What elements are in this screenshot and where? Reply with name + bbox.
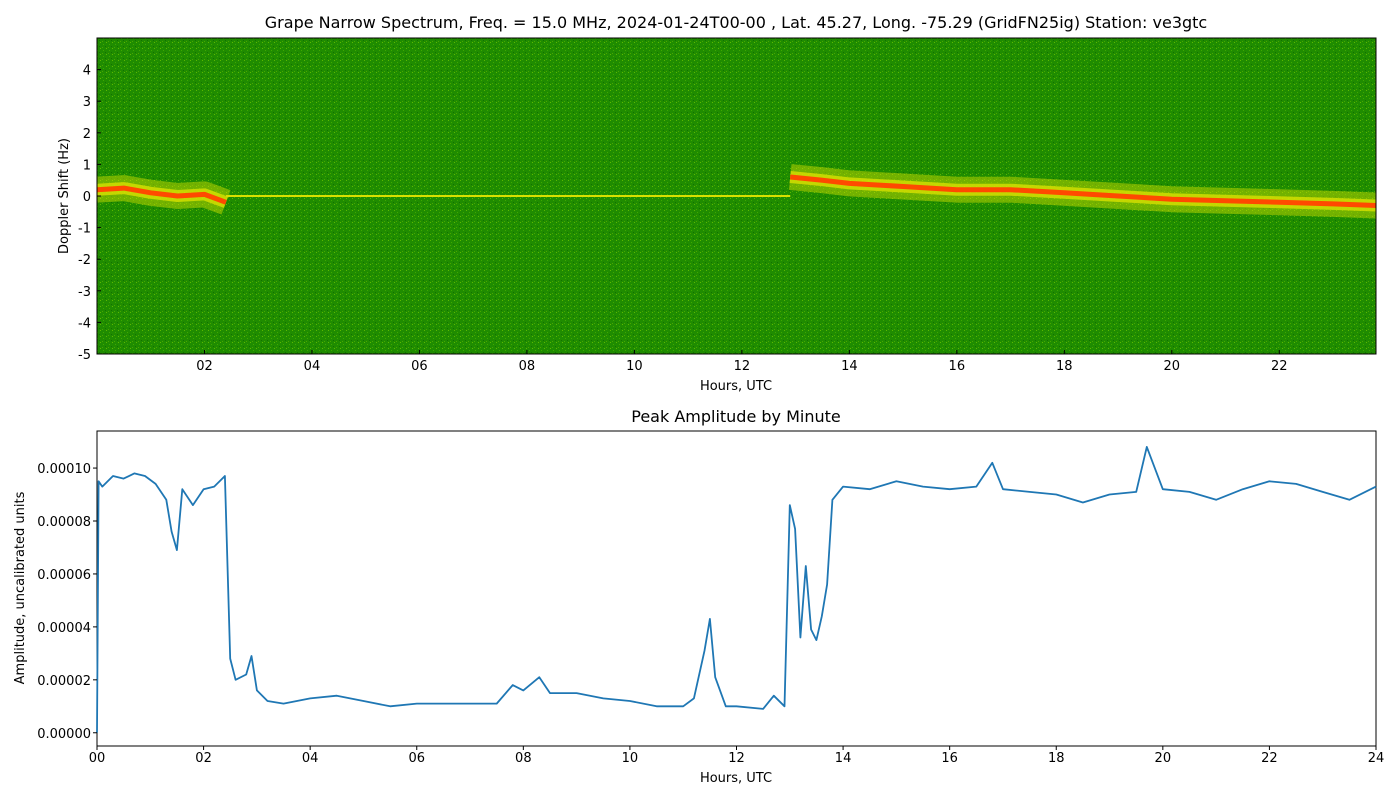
spectrogram-y-ticks: -5 -4 -3 -2 -1 0 1 2 3 4 [78, 64, 101, 363]
amplitude-series-line [96, 445, 1377, 733]
amplitude-y-tick-label: 0.00008 [37, 515, 91, 530]
spectrogram-x-tick-label: 10 [626, 359, 643, 374]
amplitude-x-tick-label: 04 [302, 751, 319, 766]
amplitude-panel: Peak Amplitude by Minute 00 02 04 06 08 10 12 1… [13, 407, 1384, 786]
amplitude-frame [96, 430, 1377, 747]
spectrogram-y-tick-label: 2 [83, 127, 91, 142]
spectrogram-title: Grape Narrow Spectrum, Freq. = 15.0 MHz,… [265, 13, 1207, 32]
spectrogram-y-tick-label: -1 [78, 222, 91, 237]
spectrogram-y-tick-label: 4 [83, 64, 91, 79]
amplitude-x-tick-label: 06 [408, 751, 425, 766]
spectrogram-x-tick-label: 20 [1164, 359, 1181, 374]
spectrogram-x-tick-label: 02 [196, 359, 213, 374]
amplitude-y-tick-label: 0.00006 [37, 568, 91, 583]
spectrogram-y-tick-label: 0 [83, 190, 91, 205]
spectrogram-y-tick-label: -4 [78, 316, 91, 331]
amplitude-x-tick-label: 24 [1368, 751, 1385, 766]
spectrogram-trace [97, 174, 1376, 208]
amplitude-title: Peak Amplitude by Minute [631, 407, 841, 426]
amplitude-y-tick-label: 0.00000 [37, 727, 91, 742]
spectrogram-y-tick-label: 1 [83, 158, 91, 173]
amplitude-x-tick-label: 16 [941, 751, 958, 766]
spectrogram-y-tick-label: -3 [78, 285, 91, 300]
spectrogram-x-ticks: 02 04 06 08 10 12 14 16 18 20 22 [196, 350, 1288, 374]
amplitude-x-tick-label: 22 [1261, 751, 1278, 766]
amplitude-y-label: Amplitude, uncalibrated units [13, 491, 28, 684]
amplitude-x-ticks: 00 02 04 06 08 10 12 14 16 18 20 22 24 [89, 746, 1385, 766]
spectrogram-x-tick-label: 12 [734, 359, 751, 374]
amplitude-y-tick-label: 0.00002 [37, 674, 91, 689]
spectrogram-y-tick-label: -2 [78, 253, 91, 268]
spectrogram-y-tick-label: 3 [83, 95, 91, 110]
spectrogram-x-tick-label: 04 [304, 359, 321, 374]
spectrogram-x-label: Hours, UTC [700, 379, 772, 394]
spectrogram-panel: Grape Narrow Spectrum, Freq. = 15.0 MHz,… [57, 13, 1377, 394]
spectrogram-x-tick-label: 08 [519, 359, 536, 374]
spectrogram-y-tick-label: -5 [78, 348, 91, 363]
amplitude-x-tick-label: 08 [515, 751, 532, 766]
amplitude-x-tick-label: 00 [89, 751, 106, 766]
amplitude-x-tick-label: 18 [1048, 751, 1065, 766]
amplitude-y-tick-label: 0.00010 [37, 462, 91, 477]
spectrogram-y-label: Doppler Shift (Hz) [57, 138, 72, 254]
amplitude-x-tick-label: 12 [728, 751, 745, 766]
amplitude-y-tick-label: 0.00004 [37, 621, 91, 636]
spectrogram-doppler-trace [97, 185, 227, 205]
spectrogram-x-tick-label: 22 [1271, 359, 1288, 374]
amplitude-x-tick-label: 20 [1155, 751, 1172, 766]
amplitude-line-group [96, 445, 1377, 733]
spectrogram-x-tick-label: 18 [1056, 359, 1073, 374]
amplitude-y-ticks: 0.00000 0.00002 0.00004 0.00006 0.00008 0.000… [37, 462, 97, 742]
spectrogram-doppler-trace [789, 174, 1376, 208]
spectrogram-x-tick-label: 16 [949, 359, 966, 374]
spectrogram-x-tick-label: 06 [411, 359, 428, 374]
spectrogram-x-tick-label: 14 [841, 359, 858, 374]
amplitude-x-label: Hours, UTC [700, 771, 772, 786]
amplitude-x-tick-label: 14 [835, 751, 852, 766]
amplitude-x-tick-label: 02 [195, 751, 212, 766]
amplitude-x-tick-label: 10 [622, 751, 639, 766]
